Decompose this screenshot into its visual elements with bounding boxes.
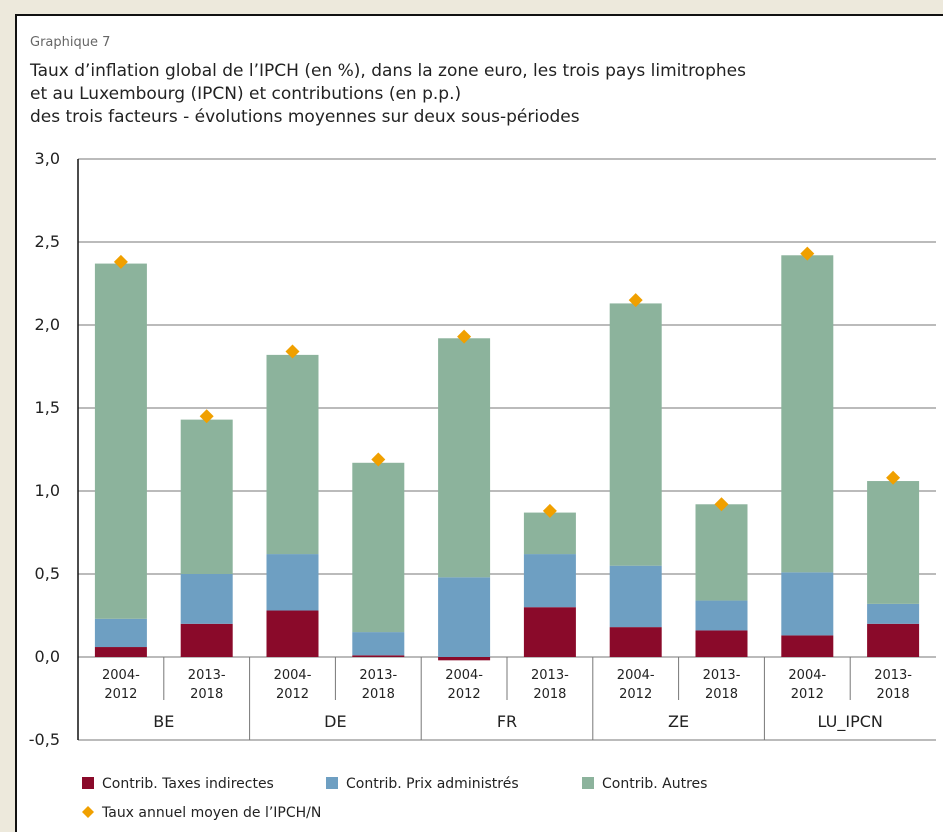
legend-swatch: [582, 777, 594, 789]
group-label: ZE: [668, 712, 689, 731]
y-tick-label: 2,5: [35, 232, 60, 251]
x-tick-label: 2012: [104, 687, 137, 702]
legend-swatch: [326, 777, 338, 789]
marker: [886, 470, 901, 485]
x-tick-label: 2018: [190, 687, 223, 702]
group-label: LU_IPCN: [818, 712, 883, 732]
chart-title: Taux d’inflation global de l’IPCH (en %)…: [29, 61, 746, 81]
y-tick-label: 3,0: [35, 149, 60, 168]
legend-marker: [82, 806, 94, 818]
bar-segment: [352, 632, 405, 656]
bar-segment: [266, 610, 319, 657]
bar-segment: [781, 255, 834, 573]
x-tick-label: 2018: [877, 687, 910, 702]
x-tick-label: 2012: [619, 687, 652, 702]
x-tick-label: 2012: [448, 687, 481, 702]
bar-segment: [94, 263, 147, 619]
chart-label: Graphique 7: [30, 35, 110, 50]
bar-segment: [523, 607, 576, 657]
chart-title: des trois facteurs - évolutions moyennes…: [30, 107, 580, 127]
y-tick-label: 1,0: [35, 481, 60, 500]
bar-segment: [781, 635, 834, 657]
marker: [371, 452, 386, 467]
marker: [800, 246, 815, 261]
bar-segment: [867, 603, 920, 624]
x-tick-label: 2013-: [703, 668, 741, 683]
x-tick-label: 2018: [705, 687, 738, 702]
legend-label: Contrib. Taxes indirectes: [102, 776, 274, 792]
marker: [285, 344, 300, 359]
x-tick-label: 2012: [276, 687, 309, 702]
bar-segment: [266, 354, 319, 555]
bar-segment: [609, 627, 662, 657]
marker: [113, 254, 128, 269]
x-tick-label: 2004-: [102, 668, 140, 683]
x-tick-label: 2013-: [874, 668, 912, 683]
legend-label: Taux annuel moyen de l’IPCH/N: [101, 805, 321, 821]
bar-segment: [695, 600, 748, 631]
marker: [457, 329, 472, 344]
bar-segment: [438, 577, 491, 657]
y-tick-label: 0,0: [35, 647, 60, 666]
bar-segment: [352, 462, 405, 633]
x-tick-label: 2012: [791, 687, 824, 702]
bar-segment: [523, 554, 576, 608]
y-tick-label: -0,5: [29, 730, 60, 749]
bar-segment: [438, 657, 491, 661]
bar-segment: [609, 565, 662, 628]
x-tick-label: 2013-: [359, 668, 397, 683]
x-tick-label: 2013-: [188, 668, 226, 683]
bar-segment: [94, 647, 147, 657]
legend-swatch: [82, 777, 94, 789]
bar-segment: [180, 419, 233, 574]
bar-segment: [867, 481, 920, 604]
bar-segment: [695, 504, 748, 601]
bar-segment: [867, 623, 920, 657]
marker: [199, 409, 214, 424]
x-tick-label: 2004-: [617, 668, 655, 683]
group-label: FR: [497, 712, 517, 731]
x-tick-label: 2018: [362, 687, 395, 702]
x-tick-label: 2018: [533, 687, 566, 702]
marker: [714, 497, 729, 512]
bar-segment: [352, 655, 405, 657]
bar-segment: [609, 303, 662, 566]
legend-label: Contrib. Autres: [602, 776, 707, 792]
legend-label: Contrib. Prix administrés: [346, 776, 519, 792]
bar-segment: [180, 574, 233, 624]
bar-segment: [523, 512, 576, 555]
y-tick-label: 1,5: [35, 398, 60, 417]
bar-segment: [94, 618, 147, 648]
bar-segment: [781, 572, 834, 636]
marker: [542, 503, 557, 518]
bar-segment: [695, 630, 748, 657]
bar-segment: [438, 338, 491, 578]
x-tick-label: 2004-: [274, 668, 312, 683]
x-tick-label: 2004-: [788, 668, 826, 683]
y-tick-label: 0,5: [35, 564, 60, 583]
group-label: DE: [324, 712, 346, 731]
x-tick-label: 2004-: [445, 668, 483, 683]
bar-segment: [180, 623, 233, 657]
group-label: BE: [153, 712, 174, 731]
bar-segment: [266, 554, 319, 611]
x-tick-label: 2013-: [531, 668, 569, 683]
y-tick-label: 2,0: [35, 315, 60, 334]
chart-title: et au Luxembourg (IPCN) et contributions…: [30, 84, 461, 104]
marker: [628, 293, 643, 308]
